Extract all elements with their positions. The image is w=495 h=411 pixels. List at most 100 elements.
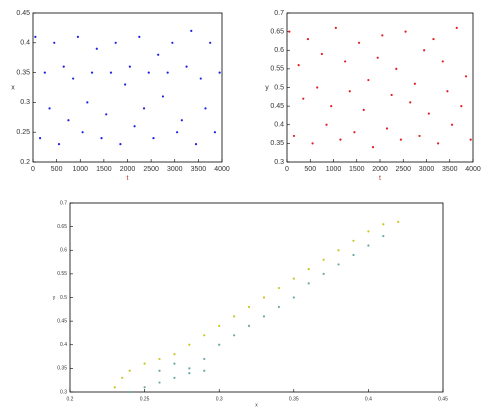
point xyxy=(382,223,385,226)
x-tick-label: 2500 xyxy=(143,166,159,173)
point xyxy=(371,146,375,149)
point xyxy=(427,112,430,115)
x-tick-label: 0 xyxy=(285,166,289,173)
y-axis-label: y xyxy=(53,295,56,301)
y-tick-label: 0.65 xyxy=(270,28,284,35)
point xyxy=(199,77,202,80)
point xyxy=(339,138,342,141)
x-tick-label: 4000 xyxy=(465,166,481,173)
point xyxy=(277,305,280,309)
point xyxy=(121,376,124,379)
point xyxy=(114,41,117,44)
x-tick-label: 1500 xyxy=(96,166,112,173)
point xyxy=(203,357,206,361)
point xyxy=(247,324,251,327)
point xyxy=(90,71,94,74)
point xyxy=(423,49,426,52)
point xyxy=(316,86,319,89)
y-tick-label: 0.3 xyxy=(60,389,67,395)
y-tick-label: 0.25 xyxy=(16,129,30,136)
point xyxy=(204,107,207,110)
x-tick-label: 3000 xyxy=(419,166,435,173)
y-axis-label: x xyxy=(11,84,15,91)
point xyxy=(72,77,75,80)
point xyxy=(218,324,221,327)
point xyxy=(460,105,463,108)
point xyxy=(109,71,113,74)
point xyxy=(337,263,340,266)
y-tick-label: 0.4 xyxy=(60,342,67,348)
point xyxy=(404,30,407,33)
point xyxy=(348,90,351,93)
point xyxy=(67,119,70,122)
x-tick-label: 0.25 xyxy=(140,396,150,402)
x-axis-label: t xyxy=(127,175,129,182)
x-tick-label: 2500 xyxy=(395,166,411,173)
point xyxy=(397,220,400,223)
point xyxy=(446,90,449,93)
point xyxy=(143,362,146,365)
point xyxy=(133,125,136,128)
point xyxy=(76,35,79,38)
point xyxy=(233,334,236,337)
point xyxy=(171,41,174,44)
point xyxy=(48,107,51,110)
point xyxy=(302,97,305,100)
point xyxy=(399,138,403,141)
point xyxy=(381,34,384,37)
point xyxy=(176,131,179,134)
point xyxy=(367,244,370,247)
y-axis-label: y xyxy=(265,84,269,91)
point xyxy=(180,119,183,122)
point xyxy=(143,386,146,389)
point xyxy=(218,343,221,346)
point xyxy=(297,64,300,67)
point xyxy=(161,95,165,98)
point xyxy=(277,286,280,290)
point xyxy=(385,127,389,130)
y-tick-label: 0.55 xyxy=(57,271,67,277)
x-tick-label: 1000 xyxy=(72,166,88,173)
y-tick-label: 0.55 xyxy=(270,66,284,73)
point xyxy=(450,123,454,126)
point xyxy=(469,138,472,141)
y-tick-label: 0.45 xyxy=(16,10,30,17)
point xyxy=(43,71,46,74)
point xyxy=(81,131,84,134)
point xyxy=(288,30,291,33)
y-tick-label: 0.5 xyxy=(60,295,67,301)
point xyxy=(218,71,221,74)
point xyxy=(367,230,370,233)
y-tick-label: 0.45 xyxy=(57,318,67,324)
point xyxy=(128,65,131,68)
point xyxy=(113,386,116,389)
point xyxy=(185,65,188,68)
point xyxy=(142,107,146,110)
point xyxy=(203,334,206,337)
x-tick-label: 2000 xyxy=(372,166,388,173)
point xyxy=(233,315,236,318)
point xyxy=(311,142,314,145)
x-tick-label: 1500 xyxy=(349,166,365,173)
point xyxy=(158,381,161,384)
point xyxy=(157,53,160,56)
point xyxy=(188,367,191,370)
point xyxy=(325,123,328,126)
point xyxy=(352,239,355,242)
x-tick-label: 3500 xyxy=(442,166,458,173)
point xyxy=(367,78,370,82)
point xyxy=(62,65,65,68)
point xyxy=(173,376,176,379)
y-tick-label: 0.5 xyxy=(274,84,284,91)
point xyxy=(306,37,310,41)
point xyxy=(395,67,398,70)
point xyxy=(292,134,296,138)
y-tick-label: 0.35 xyxy=(57,366,67,372)
point xyxy=(262,296,266,299)
point xyxy=(441,60,444,63)
point xyxy=(247,305,251,309)
x-tick-label: 0.4 xyxy=(365,396,372,402)
x-tick-label: 1000 xyxy=(326,166,342,173)
x-tick-label: 2000 xyxy=(120,166,136,173)
